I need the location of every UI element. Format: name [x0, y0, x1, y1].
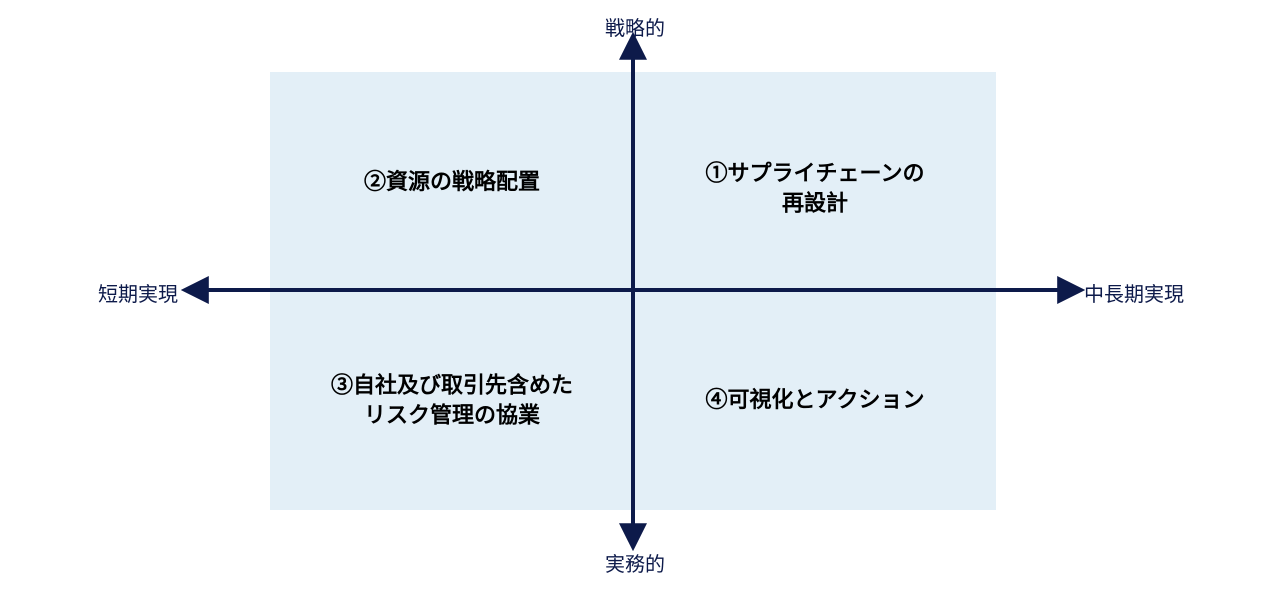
axis-label-left: 短期実現	[98, 278, 178, 307]
quadrant-diagram: 戦略的 実務的 短期実現 中長期実現 ②資源の戦略配置 ①サプライチェーンの再設…	[0, 0, 1266, 600]
axis-label-top: 戦略的	[605, 12, 665, 41]
quadrant-label-bottom-right: ④可視化とアクション	[706, 385, 925, 415]
quadrant-label-bottom-left: ③自社及び取引先含めたリスク管理の協業	[331, 370, 573, 429]
quadrant-label-top-left: ②資源の戦略配置	[364, 167, 540, 197]
axis-label-bottom: 実務的	[605, 548, 665, 577]
axis-label-right: 中長期実現	[1084, 278, 1184, 307]
axes	[0, 0, 1266, 600]
quadrant-label-top-right: ①サプライチェーンの再設計	[706, 158, 925, 217]
